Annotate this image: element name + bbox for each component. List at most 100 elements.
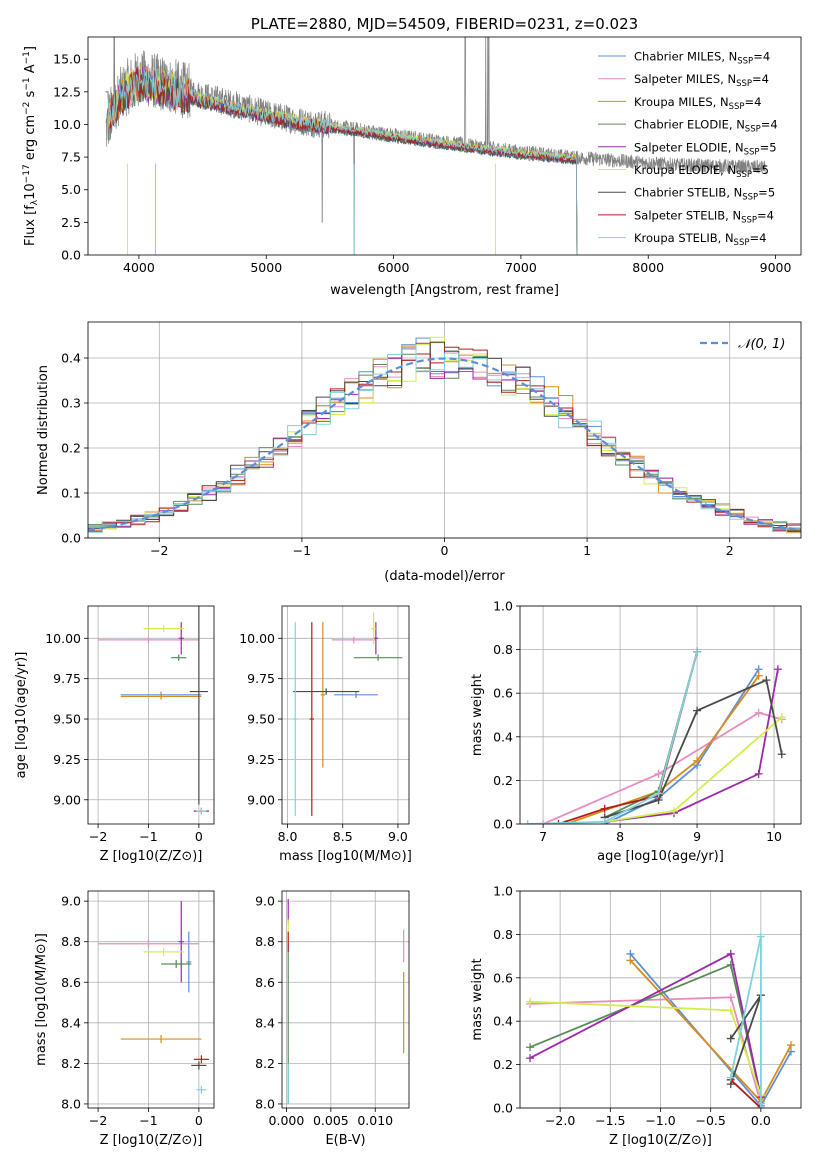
label-part: SSP: [737, 57, 753, 67]
label-part: 4: [770, 118, 777, 132]
label-part: N: [727, 163, 736, 177]
legend-label: Chabrier ELODIE, NSSP=4: [634, 118, 778, 135]
axes-age_vs_Z: −2 −1 0 9.00 9.25 9.50 9.75 10.00 Z [log10(Z/Z⊙)…: [14, 605, 215, 864]
plot-area: [523, 647, 786, 824]
x-tick-label: 9000: [760, 260, 792, 275]
label-part: SSP: [736, 170, 752, 180]
label-part: λ: [30, 199, 40, 205]
x-tick-label: 8: [616, 829, 624, 844]
label-part: Salpeter MILES: [634, 72, 720, 86]
label-part: =: [757, 208, 767, 222]
x-tick-label: 7: [539, 829, 547, 844]
y-tick-label: 0.4: [493, 1014, 513, 1029]
label-part: =: [758, 186, 768, 200]
label-part: A: [23, 64, 38, 77]
label-part: Chabrier ELODIE: [634, 118, 729, 132]
y-tick-label: 10.00: [239, 631, 275, 646]
weight-marker: [756, 932, 765, 941]
y-tick-label: 0.3: [61, 396, 81, 411]
x-tick-label: 0: [195, 1113, 203, 1128]
plot-area: [287, 899, 405, 1104]
label-part: N: [727, 72, 736, 86]
label-part: SSP: [744, 147, 760, 157]
x-tick-label: 8.5: [333, 829, 353, 844]
legend-label: Chabrier STELIB, NSSP=5: [634, 186, 775, 203]
axes-spectrum: 4000 5000 6000 7000 8000 9000 0.0 2.5 5.0 7.5 10.0…: [22, 15, 802, 298]
y-tick-label: 2.5: [61, 215, 81, 230]
plot-area: [88, 336, 801, 534]
y-tick-label: 5.0: [61, 182, 81, 197]
label-part: SSP: [736, 79, 752, 89]
weight-line: [729, 994, 762, 1085]
x-tick-label: −2: [89, 829, 107, 844]
y-tick-label: 9.00: [247, 792, 275, 807]
y-tick-label: 9.0: [61, 894, 81, 909]
y-tick-label: 10.0: [53, 117, 81, 132]
axes-age_vs_mass: 8.0 8.5 9.0 9.00 9.25 9.50 9.75 10.00 mass [log1…: [239, 605, 412, 864]
label-part: 4: [767, 208, 774, 222]
y-tick-label: 10.00: [45, 631, 81, 646]
label-part: −17: [22, 164, 32, 183]
x-axis-label: Z [log10(Z/Z⊙)]: [100, 1133, 203, 1148]
y-tick-label: 9.25: [53, 752, 81, 767]
x-tick-label: 2: [726, 543, 734, 558]
y-tick-label: 8.0: [61, 1096, 81, 1111]
grid: [282, 606, 409, 824]
y-tick-label: 8.2: [255, 1056, 275, 1071]
legend-label: Kroupa ELODIE, NSSP=5: [634, 163, 769, 180]
y-tick-label: 9.75: [53, 671, 81, 686]
y-tick-label: 9.50: [53, 712, 81, 727]
x-tick-label: −2: [150, 543, 168, 558]
label-part: ,: [726, 186, 733, 200]
residual-histogram: [88, 344, 801, 533]
plot-area: [526, 932, 795, 1108]
x-tick-label: 4000: [123, 260, 155, 275]
label-part: =: [749, 231, 759, 245]
label-part: Salpeter ELODIE: [634, 140, 728, 154]
weight-marker: [523, 820, 532, 824]
plot-area: [98, 901, 209, 1094]
y-axis-label: mass weight: [470, 674, 485, 756]
y-tick-label: 0.6: [493, 970, 513, 985]
weight-marker: [539, 820, 548, 824]
y-tick-label: 8.6: [61, 975, 81, 990]
label-part: ,: [720, 72, 727, 86]
axes-frame: [87, 605, 215, 825]
x-tick-label: 9: [693, 829, 701, 844]
label-part: =: [761, 118, 771, 132]
x-tick-label: −1.5: [595, 1113, 625, 1128]
label-part: Chabrier STELIB: [634, 186, 726, 200]
x-tick-label: −1: [139, 829, 157, 844]
y-tick-label: 0.2: [493, 773, 513, 788]
x-tick-label: 8.0: [278, 829, 298, 844]
y-tick-label: 8.4: [255, 1015, 275, 1030]
weight-marker: [693, 706, 702, 715]
x-tick-label: 0.000: [269, 1113, 305, 1128]
y-tick-label: 8.6: [255, 975, 275, 990]
x-axis-label: mass [log10(M/M⊙)]: [279, 849, 412, 864]
weight-marker: [756, 1104, 765, 1108]
label-part: =: [760, 140, 770, 154]
label-part: N: [736, 118, 745, 132]
y-tick-label: 9.50: [247, 712, 275, 727]
label-part: N: [720, 95, 729, 109]
x-tick-label: 0.0: [751, 1113, 771, 1128]
label-part: erg cm: [23, 115, 38, 164]
weight-marker: [526, 1054, 535, 1063]
weight-marker: [726, 1073, 735, 1082]
y-tick-label: 8.2: [61, 1056, 81, 1071]
x-tick-label: 1: [583, 543, 591, 558]
normal-curve: [88, 357, 801, 532]
weight-marker: [600, 804, 609, 813]
label-part: 4: [754, 95, 761, 109]
label-part: ,: [713, 95, 720, 109]
y-tick-label: 8.8: [255, 934, 275, 949]
legend-label: Salpeter STELIB, NSSP=4: [634, 208, 774, 225]
label-part: N: [734, 186, 743, 200]
legend-label: Kroupa STELIB, NSSP=4: [634, 231, 766, 248]
y-tick-label: 7.5: [61, 150, 81, 165]
weight-marker: [726, 993, 735, 1002]
y-axis-label: Flux [fλ10−17 erg cm−2 s−1 A−1]: [22, 46, 40, 246]
x-tick-label: 8000: [632, 260, 664, 275]
